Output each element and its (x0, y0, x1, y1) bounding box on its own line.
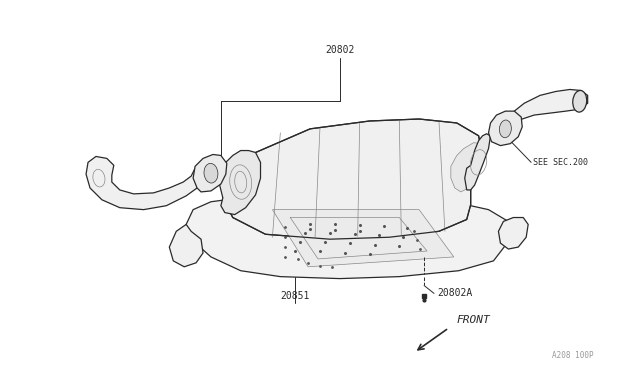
Polygon shape (193, 154, 227, 192)
Text: 20802: 20802 (325, 45, 355, 55)
Polygon shape (273, 210, 454, 267)
Polygon shape (219, 151, 260, 215)
Ellipse shape (573, 90, 587, 112)
Polygon shape (186, 194, 508, 279)
Polygon shape (86, 157, 197, 210)
Polygon shape (451, 142, 484, 192)
Text: A208 100P: A208 100P (552, 351, 593, 360)
Text: SEE SEC.200: SEE SEC.200 (533, 158, 588, 167)
Polygon shape (170, 224, 203, 267)
Polygon shape (499, 218, 528, 249)
Polygon shape (465, 134, 490, 190)
Text: 20802A: 20802A (437, 288, 472, 298)
Polygon shape (515, 89, 588, 123)
Text: 20851: 20851 (280, 291, 310, 301)
Polygon shape (223, 119, 481, 239)
Ellipse shape (499, 120, 511, 138)
Ellipse shape (204, 163, 218, 183)
Text: FRONT: FRONT (457, 315, 490, 325)
Polygon shape (488, 111, 522, 145)
